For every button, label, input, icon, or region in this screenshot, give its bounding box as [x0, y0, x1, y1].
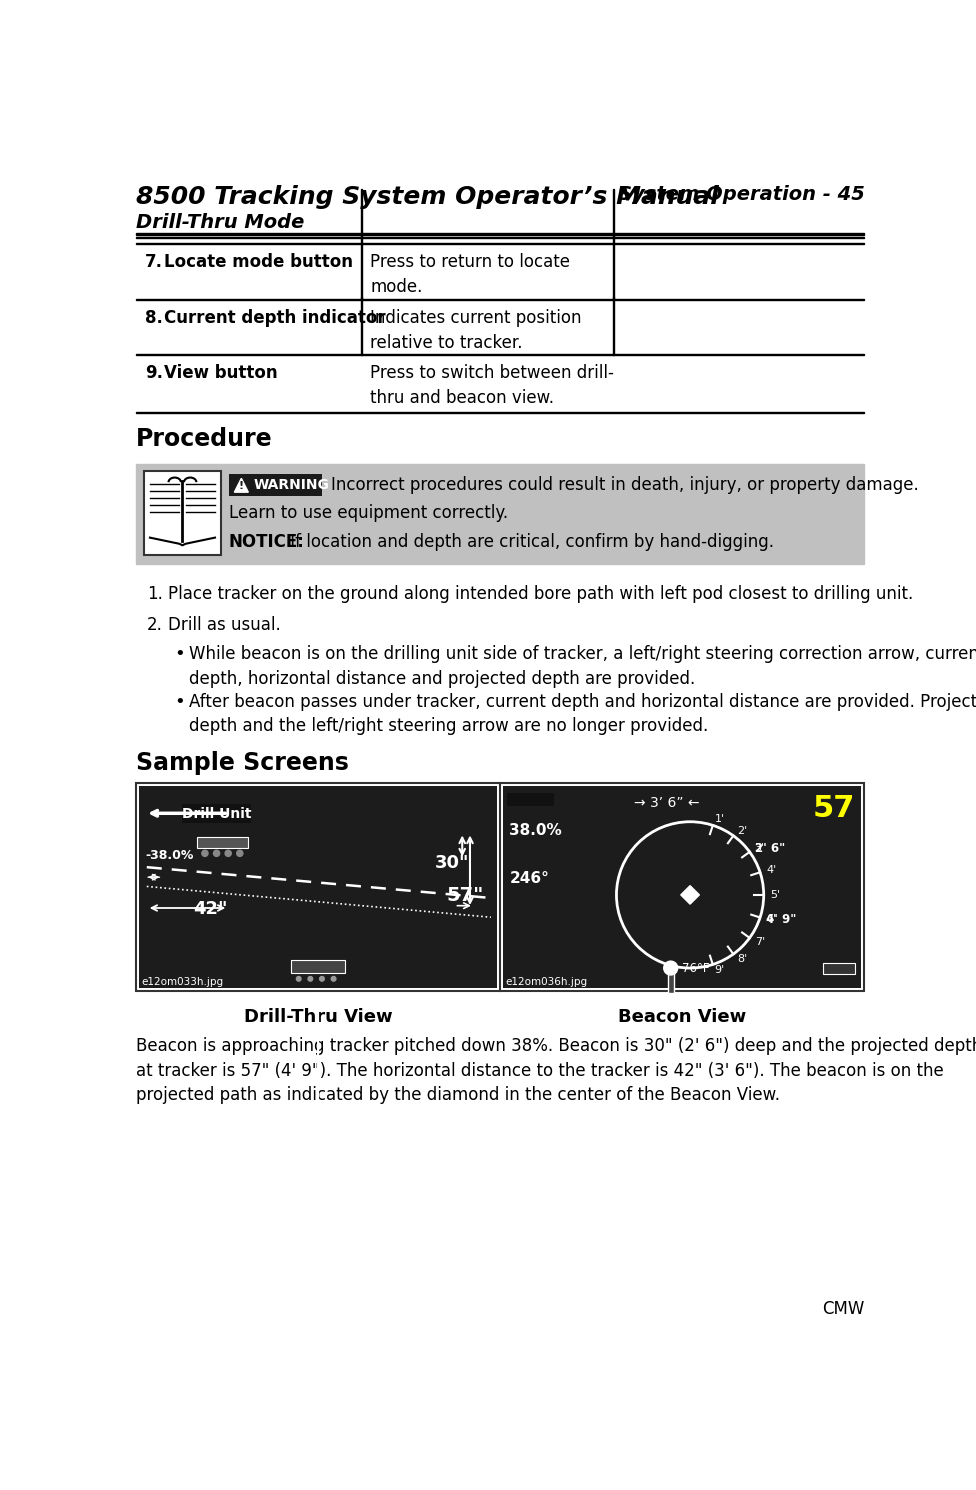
Text: 1.: 1.	[146, 586, 163, 603]
Text: Drill-Thru View: Drill-Thru View	[244, 1009, 392, 1027]
Text: Indicates current position
relative to tracker.: Indicates current position relative to t…	[370, 308, 582, 352]
Text: 5': 5'	[770, 890, 780, 900]
Bar	[197, 837, 248, 848]
Text: 8': 8'	[737, 954, 748, 964]
Text: → 3’ 6” ←: → 3’ 6” ←	[634, 796, 700, 809]
Bar	[143, 471, 222, 554]
Text: 9.: 9.	[145, 365, 163, 383]
Circle shape	[202, 851, 208, 857]
Bar	[182, 805, 252, 824]
Text: View button: View button	[164, 365, 277, 383]
Text: 57": 57"	[447, 887, 484, 906]
Bar	[361, 189, 362, 244]
Text: 9': 9'	[714, 966, 725, 976]
Text: Press to return to locate
mode.: Press to return to locate mode.	[370, 253, 570, 297]
Circle shape	[331, 976, 336, 980]
Bar	[361, 298, 362, 355]
Polygon shape	[681, 885, 700, 904]
Circle shape	[214, 851, 220, 857]
Circle shape	[225, 851, 231, 857]
Text: Sample Screens: Sample Screens	[136, 751, 348, 775]
Text: Drill as usual.: Drill as usual.	[169, 617, 281, 635]
Text: While beacon is on the drilling unit side of tracker, a left/right steering corr: While beacon is on the drilling unit sid…	[188, 645, 976, 688]
Polygon shape	[234, 478, 248, 492]
Text: NOTICE:: NOTICE:	[229, 533, 305, 551]
Bar	[613, 244, 614, 299]
Text: •: •	[175, 645, 185, 663]
Bar	[613, 189, 614, 244]
Text: Learn to use equipment correctly.: Learn to use equipment correctly.	[229, 504, 508, 522]
Text: 8500 Tracking System Operator’s Manual: 8500 Tracking System Operator’s Manual	[136, 185, 719, 209]
Bar	[229, 474, 322, 496]
Text: Locate mode button: Locate mode button	[164, 253, 353, 271]
Circle shape	[308, 976, 312, 980]
Bar	[823, 964, 855, 974]
Text: 42": 42"	[193, 900, 227, 918]
Text: •: •	[175, 693, 185, 711]
Text: 246°: 246°	[509, 872, 549, 887]
Text: System Operation - 45: System Operation - 45	[618, 185, 865, 204]
Text: Place tracker on the ground along intended bore path with left pod closest to dr: Place tracker on the ground along intend…	[169, 586, 914, 603]
Text: 7.: 7.	[145, 253, 163, 271]
Text: Current depth indicator: Current depth indicator	[164, 308, 386, 326]
Text: 30": 30"	[435, 854, 469, 872]
Text: Beacon is approaching tracker pitched down 38%. Beacon is 30" (2' 6") deep and t: Beacon is approaching tracker pitched do…	[136, 1037, 976, 1104]
Text: 4' 9": 4' 9"	[766, 913, 796, 925]
Text: 1': 1'	[714, 815, 725, 824]
Circle shape	[297, 976, 301, 980]
Text: e12om036h.jpg: e12om036h.jpg	[506, 976, 588, 986]
Bar	[504, 787, 862, 988]
Text: WARNING: WARNING	[254, 478, 330, 492]
Text: Drill Unit: Drill Unit	[182, 808, 251, 821]
Text: After beacon passes under tracker, current depth and horizontal distance are pro: After beacon passes under tracker, curre…	[188, 693, 976, 736]
Text: 57: 57	[813, 794, 855, 822]
Bar	[508, 793, 553, 806]
Text: 2.: 2.	[146, 617, 163, 635]
Text: 8.: 8.	[145, 308, 163, 326]
Text: Incorrect procedures could result in death, injury, or property damage.: Incorrect procedures could result in dea…	[331, 475, 919, 495]
Text: If location and depth are critical, confirm by hand-digging.: If location and depth are critical, conf…	[285, 533, 774, 551]
Text: 7': 7'	[754, 937, 765, 946]
Bar	[613, 298, 614, 355]
Text: e12om033h.jpg: e12om033h.jpg	[142, 976, 224, 986]
Circle shape	[664, 961, 677, 974]
Bar	[136, 463, 865, 563]
Bar	[291, 961, 346, 973]
Text: 2': 2'	[737, 825, 748, 836]
Circle shape	[237, 851, 243, 857]
Text: 6': 6'	[766, 915, 776, 924]
Bar	[139, 787, 497, 988]
Text: 38.0%: 38.0%	[509, 824, 562, 839]
Text: Beacon View: Beacon View	[618, 1009, 747, 1027]
Text: 3': 3'	[754, 843, 765, 854]
Text: CMW: CMW	[822, 1301, 865, 1319]
Text: Procedure: Procedure	[136, 426, 272, 451]
Bar	[361, 244, 362, 299]
Text: !: !	[239, 481, 244, 492]
Text: 4': 4'	[766, 866, 776, 876]
Text: 2' 6": 2' 6"	[754, 842, 785, 855]
Bar	[668, 963, 673, 994]
Text: 76°F: 76°F	[681, 961, 709, 974]
Circle shape	[319, 976, 324, 980]
Text: Drill-Thru Mode: Drill-Thru Mode	[136, 213, 305, 231]
Text: -38.0%: -38.0%	[145, 849, 193, 863]
Bar	[136, 784, 865, 991]
Text: Press to switch between drill-
thru and beacon view.: Press to switch between drill- thru and …	[370, 365, 614, 407]
Bar	[136, 232, 865, 235]
